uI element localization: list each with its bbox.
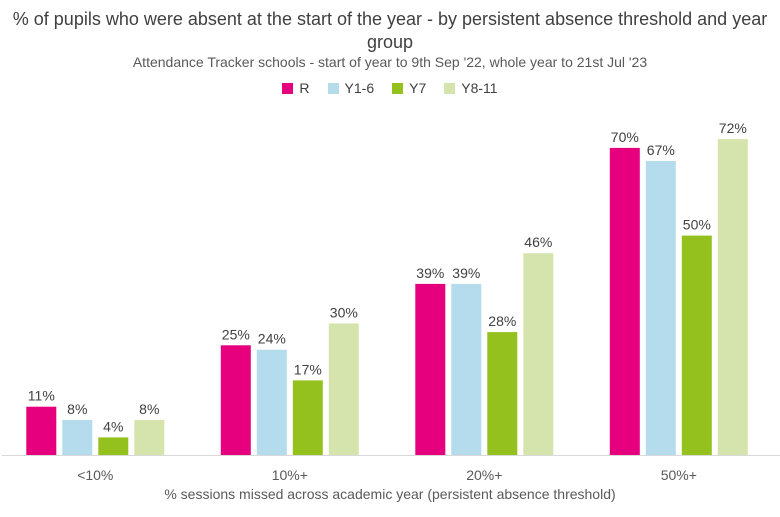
data-label-y8-11-0: 8% — [139, 401, 159, 417]
x-tick-label: <10% — [77, 467, 113, 483]
bar-y8-11-3 — [717, 139, 748, 455]
data-label-r-1: 25% — [222, 326, 250, 342]
data-label-r-0: 11% — [28, 388, 55, 404]
legend-label-y7: Y7 — [409, 80, 427, 96]
bar-y1-6-2 — [451, 283, 482, 455]
bar-r-1 — [220, 345, 251, 455]
x-tick-label: 50%+ — [661, 467, 697, 483]
data-label-y1-6-3: 67% — [647, 142, 675, 158]
bar-r-0 — [26, 406, 57, 455]
legend-item-y1-6: Y1-6 — [327, 80, 375, 96]
data-label-y7-2: 28% — [488, 313, 516, 329]
bar-y8-11-1 — [328, 323, 359, 455]
bar-r-3 — [609, 147, 640, 455]
legend-swatch-y7 — [392, 82, 404, 94]
bar-y8-11-0 — [134, 419, 165, 455]
data-label-y8-11-1: 30% — [330, 304, 358, 320]
legend-swatch-y8-11 — [444, 82, 456, 94]
data-label-y7-1: 17% — [294, 361, 322, 377]
data-label-y8-11-3: 72% — [719, 120, 747, 136]
bar-y8-11-2 — [523, 253, 554, 455]
data-label-y1-6-1: 24% — [258, 331, 286, 347]
bar-y7-2 — [487, 332, 518, 455]
bar-r-2 — [415, 283, 446, 455]
x-axis-title: % sessions missed across academic year (… — [164, 486, 616, 502]
chart-title: % of pupils who were absent at the start… — [12, 9, 768, 52]
data-label-y8-11-2: 46% — [524, 234, 552, 250]
chart-subtitle: Attendance Tracker schools - start of ye… — [132, 54, 648, 70]
data-label-r-3: 70% — [611, 129, 639, 145]
bar-y7-0 — [98, 437, 129, 455]
legend-label-y8-11: Y8-11 — [461, 80, 498, 96]
legend-swatch-r — [282, 82, 294, 94]
x-tick-label: 20%+ — [466, 467, 502, 483]
bar-y1-6-3 — [645, 161, 676, 455]
data-label-y1-6-0: 8% — [67, 401, 87, 417]
bar-y7-1 — [292, 380, 323, 455]
bar-y7-3 — [681, 235, 712, 455]
bar-y1-6-0 — [62, 419, 93, 455]
legend-label-r: R — [299, 80, 310, 96]
legend-swatch-y1-6 — [327, 82, 339, 94]
data-label-r-2: 39% — [416, 265, 444, 281]
x-tick-label: 10%+ — [272, 467, 308, 483]
legend-label-y1-6: Y1-6 — [344, 80, 375, 96]
data-label-y7-3: 50% — [683, 217, 711, 233]
bar-y1-6-1 — [256, 349, 287, 455]
legend: R Y1-6 Y7 Y8-11 — [0, 80, 780, 96]
legend-item-y8-11: Y8-11 — [444, 80, 498, 96]
legend-item-r: R — [282, 80, 310, 96]
legend-item-y7: Y7 — [392, 80, 426, 96]
data-label-y1-6-2: 39% — [452, 265, 480, 281]
data-label-y7-0: 4% — [103, 418, 123, 434]
